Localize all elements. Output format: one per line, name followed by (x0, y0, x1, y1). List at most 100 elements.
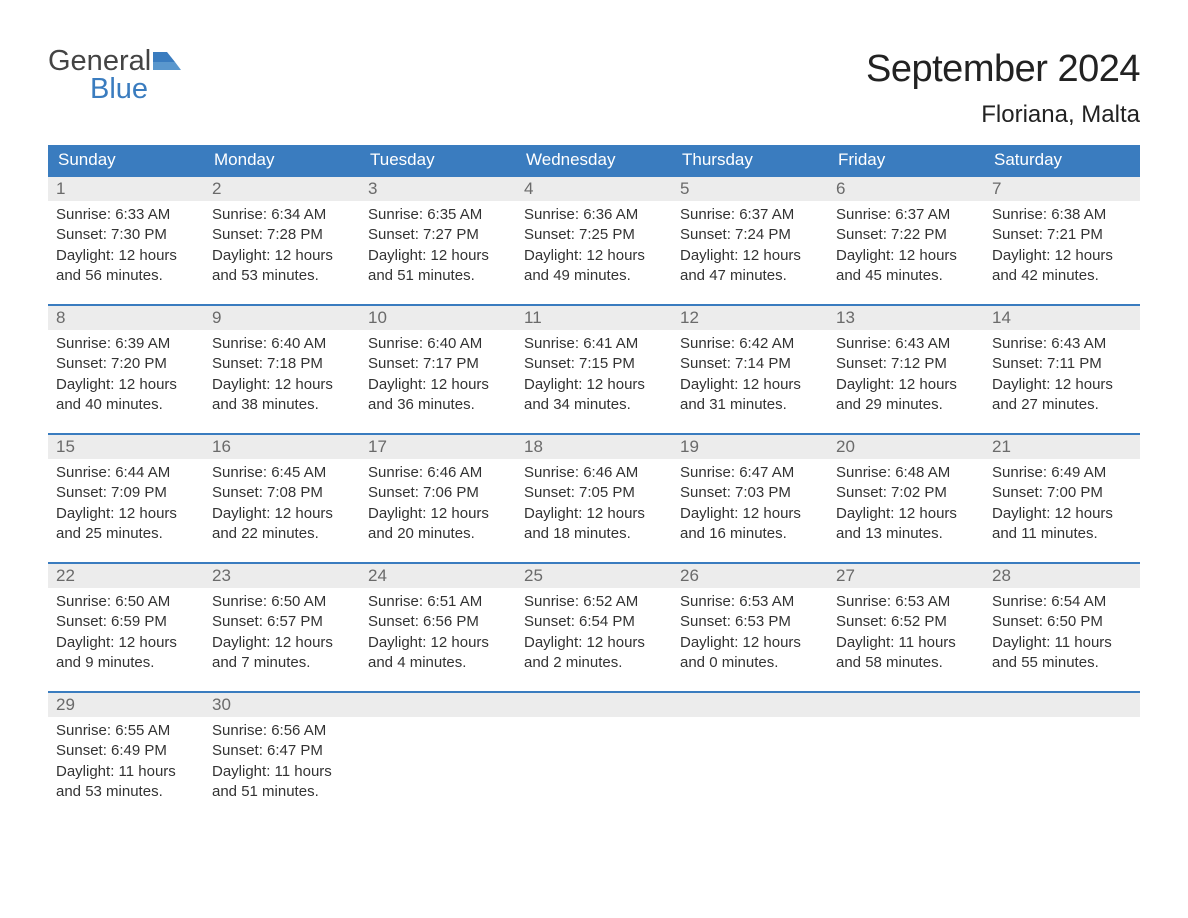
day-content: Sunrise: 6:42 AMSunset: 7:14 PMDaylight:… (672, 330, 828, 415)
day-number-bar: 11 (516, 306, 672, 330)
week-row: 29Sunrise: 6:55 AMSunset: 6:49 PMDayligh… (48, 691, 1140, 802)
weekday-tuesday: Tuesday (360, 145, 516, 175)
day-number-bar: 12 (672, 306, 828, 330)
day-daylight2: and 0 minutes. (680, 653, 820, 673)
day-cell: 14Sunrise: 6:43 AMSunset: 7:11 PMDayligh… (984, 304, 1140, 415)
day-content: Sunrise: 6:53 AMSunset: 6:52 PMDaylight:… (828, 588, 984, 673)
day-daylight2: and 22 minutes. (212, 524, 352, 544)
day-number-bar: 26 (672, 564, 828, 588)
header: General Blue September 2024 Floriana, Ma… (48, 48, 1140, 129)
day-content: Sunrise: 6:45 AMSunset: 7:08 PMDaylight:… (204, 459, 360, 544)
day-cell: 4Sunrise: 6:36 AMSunset: 7:25 PMDaylight… (516, 175, 672, 286)
day-cell: 29Sunrise: 6:55 AMSunset: 6:49 PMDayligh… (48, 691, 204, 802)
day-cell: 21Sunrise: 6:49 AMSunset: 7:00 PMDayligh… (984, 433, 1140, 544)
day-number-bar (360, 693, 516, 717)
day-sunset: Sunset: 7:05 PM (524, 483, 664, 503)
day-content: Sunrise: 6:44 AMSunset: 7:09 PMDaylight:… (48, 459, 204, 544)
day-cell: 11Sunrise: 6:41 AMSunset: 7:15 PMDayligh… (516, 304, 672, 415)
day-number-bar: 17 (360, 435, 516, 459)
day-number-bar (516, 693, 672, 717)
day-cell: 17Sunrise: 6:46 AMSunset: 7:06 PMDayligh… (360, 433, 516, 544)
week-row: 1Sunrise: 6:33 AMSunset: 7:30 PMDaylight… (48, 175, 1140, 286)
day-daylight1: Daylight: 12 hours (56, 504, 196, 524)
day-number-bar: 22 (48, 564, 204, 588)
day-number-bar: 21 (984, 435, 1140, 459)
day-number-bar: 18 (516, 435, 672, 459)
day-daylight2: and 53 minutes. (56, 782, 196, 802)
empty-day-cell (828, 691, 984, 802)
day-sunrise: Sunrise: 6:40 AM (212, 334, 352, 354)
day-number-bar: 29 (48, 693, 204, 717)
day-number-bar: 3 (360, 177, 516, 201)
day-cell: 9Sunrise: 6:40 AMSunset: 7:18 PMDaylight… (204, 304, 360, 415)
day-daylight1: Daylight: 12 hours (836, 504, 976, 524)
day-number-bar: 27 (828, 564, 984, 588)
empty-day-cell (360, 691, 516, 802)
day-sunset: Sunset: 6:59 PM (56, 612, 196, 632)
day-sunrise: Sunrise: 6:44 AM (56, 463, 196, 483)
day-content: Sunrise: 6:40 AMSunset: 7:18 PMDaylight:… (204, 330, 360, 415)
day-number: 27 (836, 566, 855, 585)
day-daylight2: and 9 minutes. (56, 653, 196, 673)
weekday-thursday: Thursday (672, 145, 828, 175)
day-number-bar: 28 (984, 564, 1140, 588)
day-daylight1: Daylight: 12 hours (212, 375, 352, 395)
day-number-bar: 15 (48, 435, 204, 459)
day-daylight1: Daylight: 12 hours (992, 375, 1132, 395)
day-content: Sunrise: 6:43 AMSunset: 7:12 PMDaylight:… (828, 330, 984, 415)
day-sunset: Sunset: 7:03 PM (680, 483, 820, 503)
day-cell: 20Sunrise: 6:48 AMSunset: 7:02 PMDayligh… (828, 433, 984, 544)
day-sunrise: Sunrise: 6:50 AM (212, 592, 352, 612)
day-content: Sunrise: 6:51 AMSunset: 6:56 PMDaylight:… (360, 588, 516, 673)
day-daylight1: Daylight: 12 hours (212, 504, 352, 524)
logo-blue-text: Blue (48, 76, 181, 104)
day-number: 28 (992, 566, 1011, 585)
logo-text: General Blue (48, 48, 181, 103)
day-daylight2: and 25 minutes. (56, 524, 196, 544)
day-daylight1: Daylight: 12 hours (524, 246, 664, 266)
day-number: 14 (992, 308, 1011, 327)
day-daylight1: Daylight: 12 hours (368, 504, 508, 524)
day-content: Sunrise: 6:37 AMSunset: 7:24 PMDaylight:… (672, 201, 828, 286)
day-number-bar: 2 (204, 177, 360, 201)
day-number: 20 (836, 437, 855, 456)
day-daylight2: and 56 minutes. (56, 266, 196, 286)
day-sunrise: Sunrise: 6:49 AM (992, 463, 1132, 483)
day-daylight1: Daylight: 12 hours (836, 246, 976, 266)
day-number: 24 (368, 566, 387, 585)
day-cell: 16Sunrise: 6:45 AMSunset: 7:08 PMDayligh… (204, 433, 360, 544)
day-cell: 5Sunrise: 6:37 AMSunset: 7:24 PMDaylight… (672, 175, 828, 286)
day-daylight1: Daylight: 12 hours (524, 633, 664, 653)
day-sunset: Sunset: 7:17 PM (368, 354, 508, 374)
calendar: Sunday Monday Tuesday Wednesday Thursday… (48, 145, 1140, 802)
day-number-bar: 5 (672, 177, 828, 201)
day-content: Sunrise: 6:55 AMSunset: 6:49 PMDaylight:… (48, 717, 204, 802)
day-daylight1: Daylight: 11 hours (56, 762, 196, 782)
day-daylight2: and 16 minutes. (680, 524, 820, 544)
day-number-bar: 9 (204, 306, 360, 330)
day-daylight2: and 36 minutes. (368, 395, 508, 415)
day-number: 21 (992, 437, 1011, 456)
day-number: 4 (524, 179, 533, 198)
day-number: 6 (836, 179, 845, 198)
day-daylight1: Daylight: 12 hours (212, 633, 352, 653)
day-number-bar (984, 693, 1140, 717)
week-row: 15Sunrise: 6:44 AMSunset: 7:09 PMDayligh… (48, 433, 1140, 544)
day-sunset: Sunset: 7:06 PM (368, 483, 508, 503)
day-sunrise: Sunrise: 6:55 AM (56, 721, 196, 741)
day-daylight2: and 7 minutes. (212, 653, 352, 673)
day-daylight2: and 2 minutes. (524, 653, 664, 673)
day-sunrise: Sunrise: 6:36 AM (524, 205, 664, 225)
day-content: Sunrise: 6:34 AMSunset: 7:28 PMDaylight:… (204, 201, 360, 286)
empty-day-cell (672, 691, 828, 802)
day-daylight1: Daylight: 12 hours (680, 633, 820, 653)
day-sunset: Sunset: 7:30 PM (56, 225, 196, 245)
day-daylight2: and 4 minutes. (368, 653, 508, 673)
day-sunrise: Sunrise: 6:37 AM (680, 205, 820, 225)
day-number: 3 (368, 179, 377, 198)
day-number: 10 (368, 308, 387, 327)
day-sunrise: Sunrise: 6:43 AM (836, 334, 976, 354)
day-cell: 28Sunrise: 6:54 AMSunset: 6:50 PMDayligh… (984, 562, 1140, 673)
location: Floriana, Malta (866, 101, 1140, 129)
day-sunset: Sunset: 6:53 PM (680, 612, 820, 632)
